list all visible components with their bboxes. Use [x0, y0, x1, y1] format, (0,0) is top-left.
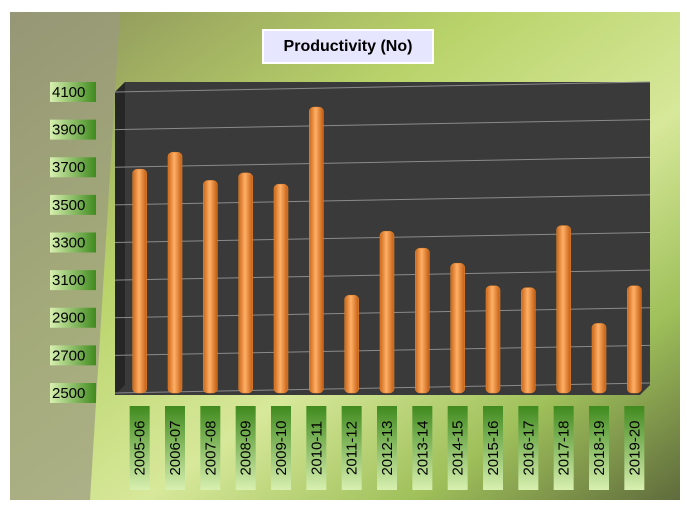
x-tick: 2019-20: [624, 406, 644, 490]
bar: [451, 263, 465, 393]
bar: [627, 286, 641, 393]
y-tick-label: 3100: [52, 272, 85, 289]
page: Productivity (No) 2500 2700 2900 3100 3300 35…: [0, 0, 687, 507]
y-tick-label: 4100: [52, 84, 85, 101]
x-tick-label: 2011-12: [344, 421, 361, 475]
x-tick-label: 2014-15: [450, 420, 467, 475]
x-tick-label: 2006-07: [167, 420, 184, 475]
bar: [521, 288, 535, 393]
bar: [380, 231, 394, 393]
bar: [592, 323, 606, 393]
x-tick: 2012-13: [377, 406, 397, 490]
x-tick: 2017-18: [554, 406, 574, 490]
x-tick: 2016-17: [518, 406, 538, 490]
x-tick: 2005-06: [130, 406, 150, 490]
x-tick-label: 2016-17: [520, 420, 537, 475]
x-tick-label: 2019-20: [626, 420, 643, 475]
bar: [345, 295, 359, 393]
x-tick: 2006-07: [165, 406, 185, 490]
y-tick-label: 2500: [52, 385, 85, 402]
bar: [486, 286, 500, 393]
x-tick: 2011-12: [342, 406, 362, 490]
x-tick-label: 2013-14: [414, 420, 431, 475]
x-tick-label: 2010-11: [308, 421, 325, 475]
x-tick: 2009-10: [271, 406, 291, 490]
y-tick-label: 3300: [52, 234, 85, 251]
x-tick-label: 2018-19: [591, 420, 608, 475]
x-tick-label: 2008-09: [238, 420, 255, 475]
y-tick-label: 2900: [52, 310, 85, 327]
y-tick-label: 3500: [52, 197, 85, 214]
bar: [557, 226, 571, 393]
x-tick: 2014-15: [448, 406, 468, 490]
x-tick: 2018-19: [589, 406, 609, 490]
x-tick-label: 2005-06: [132, 420, 149, 475]
bar: [133, 169, 147, 393]
x-tick-label: 2009-10: [273, 420, 290, 475]
y-tick-label: 3700: [52, 159, 85, 176]
x-tick: 2013-14: [412, 406, 432, 490]
x-tick-label: 2012-13: [379, 420, 396, 475]
bar: [239, 173, 253, 393]
y-tick-label: 3900: [52, 122, 85, 139]
bar: [203, 180, 217, 393]
side-wall: [115, 82, 125, 395]
x-tick: 2008-09: [236, 406, 256, 490]
x-tick-label: 2015-16: [485, 420, 502, 475]
x-tick: 2010-11: [306, 406, 326, 490]
x-tick-label: 2017-18: [556, 420, 573, 475]
x-tick: 2007-08: [200, 406, 220, 490]
chart-title: Productivity (No): [284, 38, 413, 55]
bar: [168, 152, 182, 393]
y-tick-label: 2700: [52, 347, 85, 364]
bar: [415, 248, 429, 393]
x-tick-label: 2007-08: [202, 420, 219, 475]
bar: [274, 184, 288, 393]
bar: [309, 107, 323, 393]
x-tick: 2015-16: [483, 406, 503, 490]
chart: Productivity (No) 2500 2700 2900 3100 3300 35…: [0, 0, 687, 507]
